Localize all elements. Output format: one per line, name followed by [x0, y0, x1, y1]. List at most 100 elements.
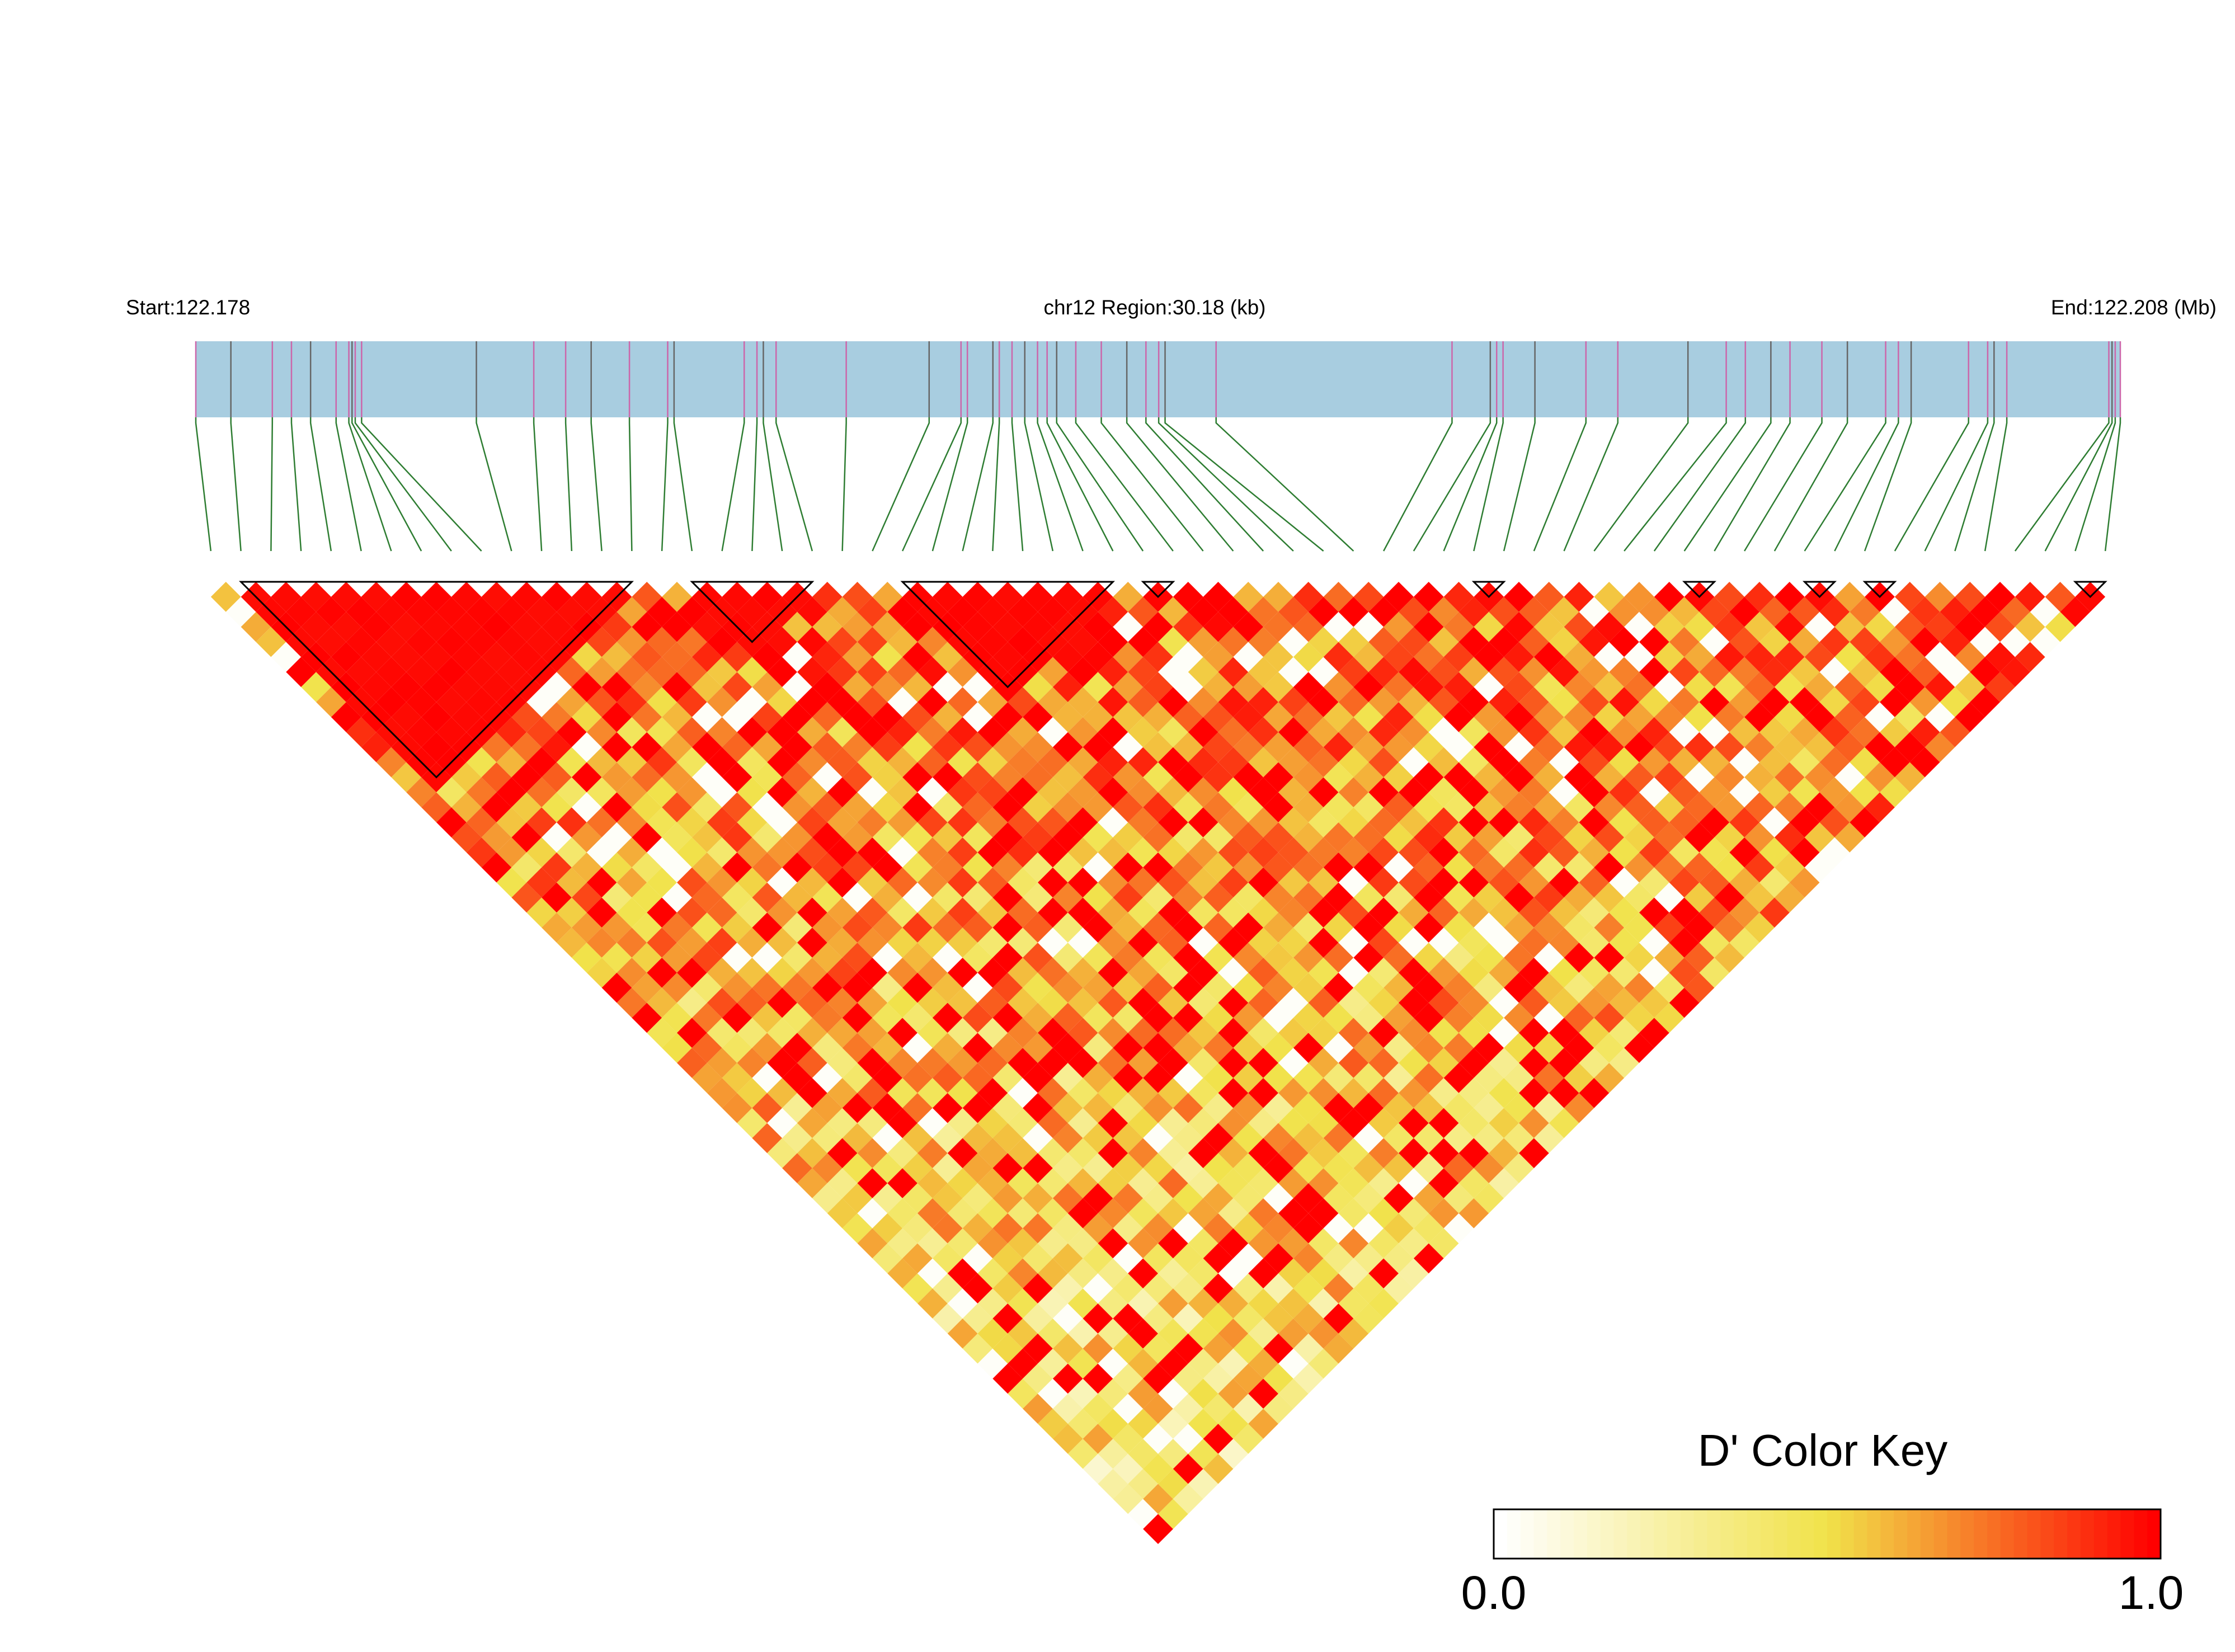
snp-connector — [751, 417, 758, 552]
snp-connector — [2074, 417, 2116, 552]
snp-connector — [1473, 417, 1504, 552]
snp-connector — [351, 417, 422, 552]
snp-connector — [763, 417, 783, 552]
ld-heatmap — [210, 582, 2106, 1544]
snp-connector — [564, 417, 573, 552]
color-key-step — [1533, 1509, 1547, 1559]
snp-connector — [1683, 417, 1772, 552]
snp-connector — [628, 417, 633, 552]
haplotype-block-outline — [1803, 581, 1837, 598]
snp-connector — [1593, 417, 1689, 552]
snp-connector — [1503, 417, 1536, 552]
color-key-step — [1933, 1509, 1948, 1559]
color-key-step — [1507, 1509, 1521, 1559]
snp-connector — [721, 417, 745, 552]
snp-connector — [335, 417, 362, 552]
color-key-step — [1680, 1509, 1695, 1559]
color-key-step — [1587, 1509, 1601, 1559]
haplotype-block-outline — [1141, 581, 1175, 598]
color-key-step — [2107, 1509, 2121, 1559]
color-key-step — [1654, 1509, 1668, 1559]
color-key-step — [1987, 1509, 2001, 1559]
color-key-step — [2067, 1509, 2081, 1559]
snp-connector — [1413, 417, 1491, 552]
color-key-step — [1707, 1509, 1721, 1559]
haplotype-block-outline — [2073, 581, 2107, 598]
color-key-step — [1840, 1509, 1855, 1559]
snp-connector-lines — [195, 417, 2121, 552]
snp-connector — [1024, 417, 1054, 552]
snp-connector — [2014, 417, 2110, 552]
color-key-step — [1600, 1509, 1615, 1559]
color-key-step — [1747, 1509, 1761, 1559]
snp-connector — [309, 417, 332, 552]
color-key: D' Color Key 0.0 1.0 — [1461, 1425, 2184, 1619]
snp-connector — [1804, 417, 1886, 552]
color-key-step — [1693, 1509, 1707, 1559]
haplotype-block-outline — [1471, 581, 1506, 598]
color-key-border — [1493, 1508, 2162, 1560]
color-key-step — [1627, 1509, 1641, 1559]
snp-connector — [1011, 417, 1024, 552]
snp-connector — [1158, 417, 1294, 552]
snp-connector — [1037, 417, 1084, 552]
snp-connector — [230, 417, 242, 552]
haplotype-block-outline — [239, 581, 634, 779]
snp-connector — [290, 417, 302, 552]
color-key-step — [2000, 1509, 2015, 1559]
color-key-step — [1827, 1509, 1841, 1559]
haplotype-block-outline — [690, 581, 815, 643]
color-key-step — [1667, 1509, 1681, 1559]
snp-connector — [1954, 417, 1995, 552]
color-key-step — [1960, 1509, 1974, 1559]
color-key-step — [1560, 1509, 1574, 1559]
color-key-step — [1880, 1509, 1894, 1559]
region-end-label: End:122.208 (Mb) — [2051, 296, 2217, 319]
snp-connector — [872, 417, 930, 552]
color-key-step — [1947, 1509, 1961, 1559]
color-key-steps — [1493, 1508, 2162, 1560]
snp-connector — [1773, 417, 1848, 552]
snp-connector — [1834, 417, 1899, 552]
snp-connector — [661, 417, 669, 552]
haplotype-blocks — [239, 581, 2107, 779]
color-key-step — [2013, 1509, 2028, 1559]
color-key-step — [1520, 1509, 1535, 1559]
color-key-step — [1787, 1509, 1801, 1559]
snp-connector — [1533, 417, 1587, 552]
snp-connector — [1714, 417, 1791, 552]
color-key-step — [1760, 1509, 1775, 1559]
snp-connector — [992, 417, 1000, 552]
color-key-step — [2134, 1509, 2148, 1559]
snp-connector — [1924, 417, 1989, 552]
color-key-step — [1814, 1509, 1828, 1559]
color-key-step — [1853, 1509, 1868, 1559]
snp-connector — [841, 417, 847, 552]
haplotype-block-outline — [1682, 581, 1716, 598]
snp-connector — [1624, 417, 1727, 552]
color-key-step — [1613, 1509, 1627, 1559]
region-start-label: Start:122.178 — [126, 296, 250, 319]
color-key-step — [1974, 1509, 1988, 1559]
snp-connector — [2044, 417, 2113, 552]
color-key-step — [1867, 1509, 1881, 1559]
snp-connector — [1126, 417, 1234, 552]
snp-connector — [476, 417, 512, 552]
snp-connector — [361, 417, 482, 552]
color-key-title: D' Color Key — [1698, 1425, 1948, 1475]
color-key-step — [1894, 1509, 1908, 1559]
snp-connector — [1894, 417, 1969, 552]
color-key-step — [1640, 1509, 1654, 1559]
snp-connector — [1145, 417, 1264, 552]
snp-connector — [1046, 417, 1114, 552]
snp-connector — [1864, 417, 1912, 552]
snp-connector — [1056, 417, 1144, 552]
snp-connector — [962, 417, 994, 552]
color-key-step — [1773, 1509, 1787, 1559]
snp-connector — [1075, 417, 1174, 552]
snp-connector — [590, 417, 603, 552]
snp-connector — [1100, 417, 1204, 552]
color-key-step — [2147, 1509, 2161, 1559]
color-key-step — [1494, 1509, 1508, 1559]
